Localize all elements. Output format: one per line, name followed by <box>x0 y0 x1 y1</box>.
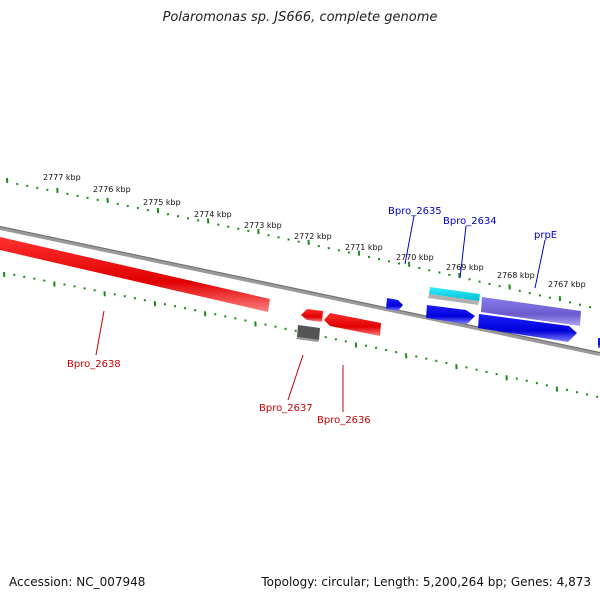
gene-forward-shape[interactable] <box>478 314 577 342</box>
scale-label: 2776 kbp <box>93 185 131 194</box>
scale-labels: 2777 kbp 2776 kbp 2775 kbp 2774 kbp 2773… <box>43 173 586 289</box>
leader-line <box>534 239 546 289</box>
scale-label: 2775 kbp <box>143 198 181 207</box>
gene-bpro2634-highlight-shape[interactable] <box>428 287 480 305</box>
leader-line <box>459 225 467 279</box>
gene-bpro2635-shape[interactable] <box>386 298 403 311</box>
gene-prpE-shape[interactable] <box>481 297 581 326</box>
scale-label: 2773 kbp <box>244 221 282 230</box>
scale-label: 2771 kbp <box>345 243 383 252</box>
scale-label: 2772 kbp <box>294 232 332 241</box>
genome-summary-text: Topology: circular; Length: 5,200,264 bp… <box>261 575 591 589</box>
genome-backbone <box>0 226 600 356</box>
leader-line <box>95 310 105 356</box>
gene-gray-shape[interactable] <box>296 325 320 342</box>
accession-text: Accession: NC_007948 <box>9 575 146 589</box>
scale-label: 2770 kbp <box>396 253 434 262</box>
gene-label-prpE[interactable]: prpE <box>534 230 557 241</box>
scale-label: 2774 kbp <box>194 210 232 219</box>
gene-label-bpro2638[interactable]: Bpro_2638 <box>67 359 121 370</box>
scale-label: 2768 kbp <box>497 271 535 280</box>
scale-label: 2767 kbp <box>548 280 586 289</box>
gene-label-bpro2636[interactable]: Bpro_2636 <box>317 415 371 426</box>
gene-label-bpro2635[interactable]: Bpro_2635 <box>388 206 442 217</box>
forward-scale-ticks <box>6 177 592 309</box>
scale-label: 2769 kbp <box>446 263 484 272</box>
leader-line <box>404 215 415 265</box>
gene-bpro2634-shape[interactable] <box>426 305 475 324</box>
map-title: Polaromonas sp. JS666, complete genome <box>162 10 438 25</box>
leader-line <box>287 354 304 401</box>
gene-bpro2637-shape[interactable] <box>301 309 323 322</box>
gene-bpro2638-shape[interactable] <box>0 237 270 312</box>
gene-label-bpro2634[interactable]: Bpro_2634 <box>443 216 497 227</box>
gene-label-bpro2637[interactable]: Bpro_2637 <box>259 403 313 414</box>
gene-bpro2636-shape[interactable] <box>324 313 381 336</box>
scale-label: 2777 kbp <box>43 173 81 182</box>
